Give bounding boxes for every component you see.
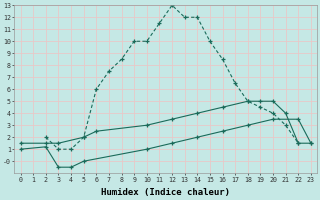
X-axis label: Humidex (Indice chaleur): Humidex (Indice chaleur) — [101, 188, 230, 197]
